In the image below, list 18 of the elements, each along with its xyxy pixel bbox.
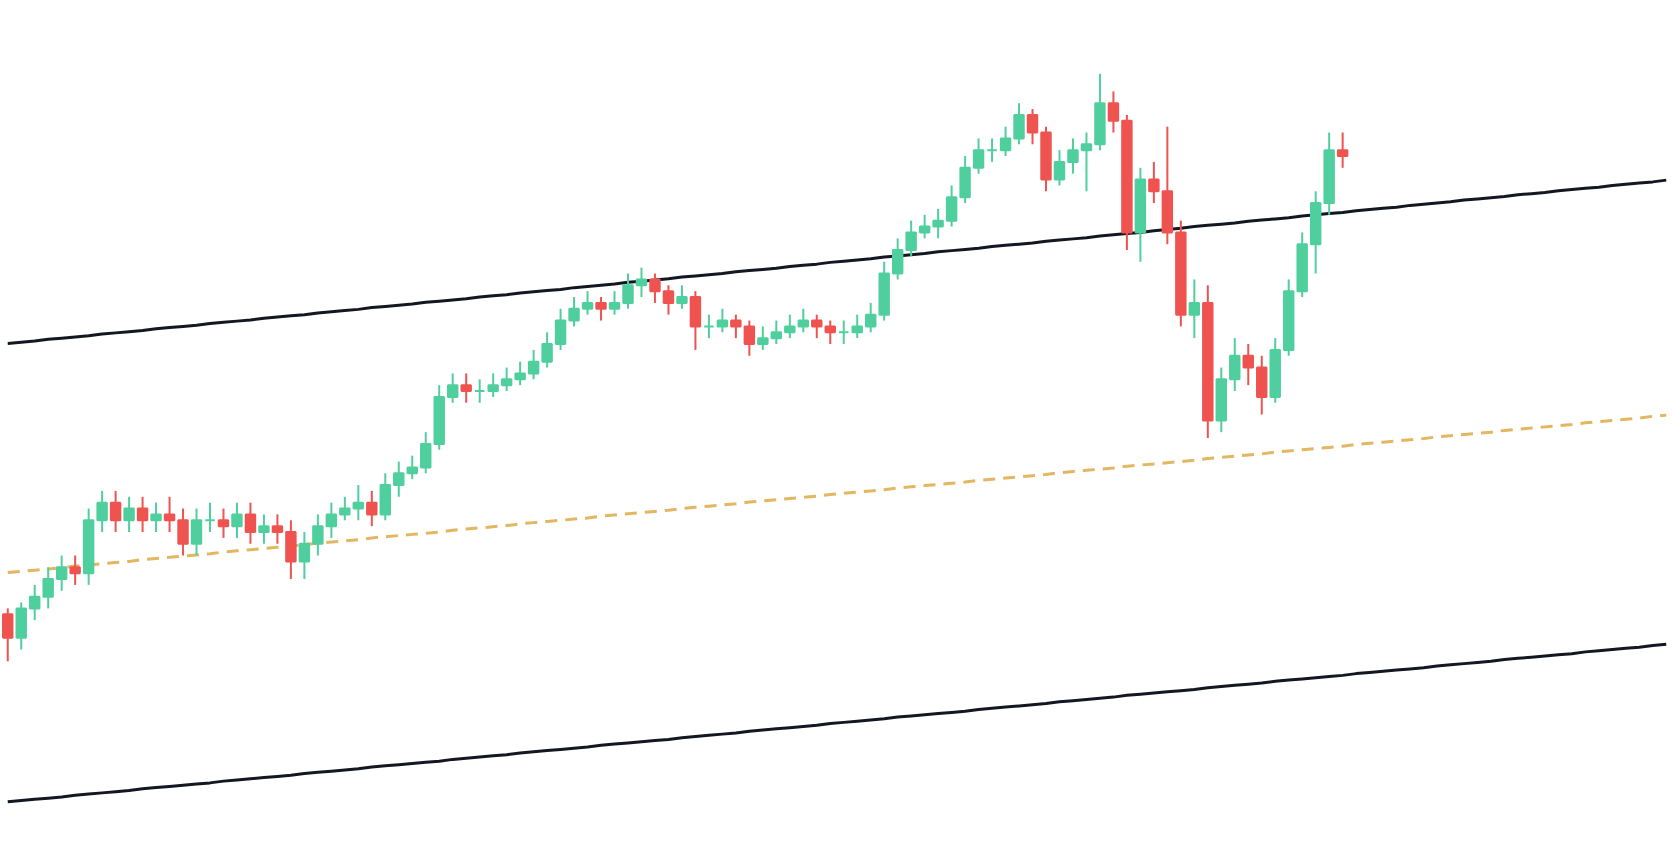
- candlestick: [2, 607, 14, 663]
- candlestick: [244, 501, 257, 545]
- candlestick: [69, 554, 81, 586]
- candlestick: [123, 495, 135, 534]
- candlestick: [136, 495, 149, 534]
- candlestick: [689, 290, 702, 351]
- candlestick: [595, 296, 607, 322]
- candlestick: [109, 489, 122, 534]
- candlestick: [460, 372, 472, 404]
- candlestick: [150, 501, 162, 534]
- candlestick: [231, 501, 243, 539]
- candlestick: [1336, 131, 1349, 169]
- candlestick: [258, 513, 270, 545]
- candlestick: [366, 489, 378, 528]
- candlestick: [217, 507, 230, 539]
- candlestick: [1188, 278, 1201, 340]
- candlestick: [838, 319, 850, 346]
- candlestick: [676, 284, 688, 310]
